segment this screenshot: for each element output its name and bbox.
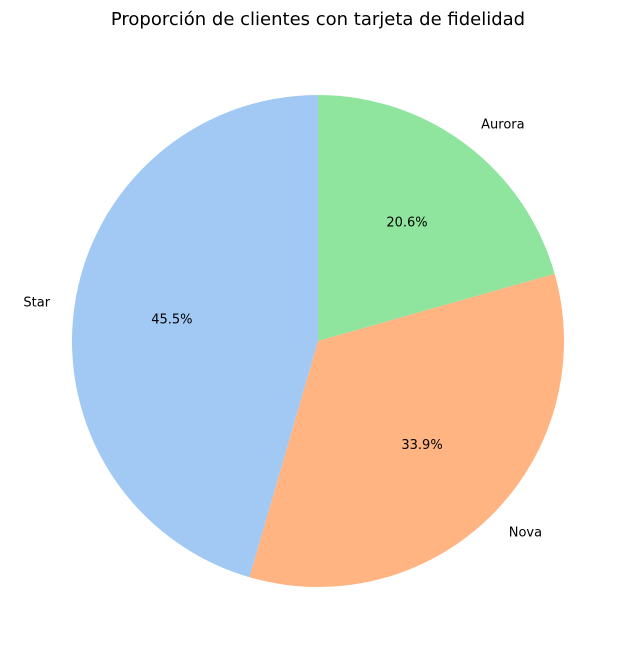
pie-slices — [72, 95, 564, 587]
percent-label-aurora: 20.6% — [386, 216, 427, 231]
percent-label-star: 45.5% — [151, 313, 192, 328]
category-label-star: Star — [23, 295, 50, 310]
percent-label-nova: 33.9% — [401, 438, 442, 453]
chart-title: Proporción de clientes con tarjeta de fi… — [111, 9, 525, 30]
category-label-nova: Nova — [509, 525, 542, 540]
category-label-aurora: Aurora — [481, 118, 524, 133]
